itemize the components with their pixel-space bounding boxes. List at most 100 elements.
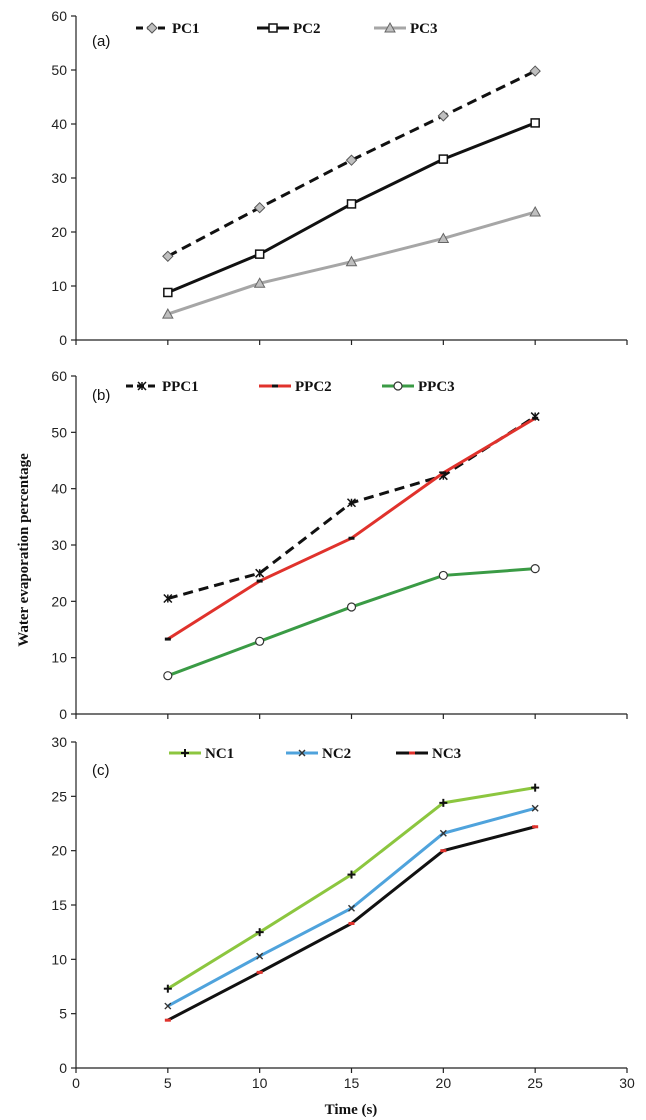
data-point: [529, 65, 541, 77]
legend-marker: [272, 384, 278, 388]
y-tick-label: 0: [59, 332, 67, 348]
y-tick-label: 50: [51, 424, 67, 440]
data-point: [255, 636, 265, 646]
data-point: [437, 110, 450, 122]
data-point: [531, 783, 540, 792]
panel-1: 0 10 20 30 40 50 60 (a) PC1 PC2 PC3: [51, 8, 628, 348]
y-tick-label: 0: [59, 1060, 67, 1076]
data-point: [532, 825, 539, 829]
data-point: [346, 199, 357, 209]
series-PPC2: [164, 416, 539, 641]
data-point: [438, 154, 449, 164]
data-point: [161, 308, 174, 319]
x-axis-title: Time (s): [325, 1102, 378, 1118]
y-tick-label: 10: [51, 650, 67, 666]
legend-label: NC2: [322, 746, 351, 762]
y-tick-label: 0: [59, 706, 67, 722]
legend-marker: [268, 23, 278, 33]
series-NC1: [163, 783, 540, 993]
y-tick-label: 20: [51, 224, 67, 240]
legend-entry: PPC1: [126, 379, 199, 395]
series-PPC1: [163, 412, 540, 604]
data-point: [346, 498, 357, 508]
y-tick-label: 20: [51, 843, 67, 859]
legend-entry: PC2: [257, 21, 321, 37]
y-tick-label: 25: [51, 788, 67, 804]
y-tick-label: 30: [51, 734, 67, 750]
legend-label: PC3: [410, 21, 438, 37]
data-point: [531, 804, 539, 812]
data-point: [256, 970, 263, 974]
legend-marker: [181, 749, 189, 757]
data-point: [253, 201, 266, 214]
panel-label: (c): [92, 762, 110, 779]
legend-marker: [384, 21, 396, 33]
data-point: [164, 637, 171, 641]
legend-entry: PPC2: [259, 379, 332, 395]
series-line: [167, 786, 536, 990]
x-tick-label: 30: [619, 1075, 635, 1091]
x-tick-label: 25: [527, 1075, 543, 1091]
legend-marker: [137, 381, 147, 391]
data-point: [163, 287, 173, 298]
x-tick-label: 15: [344, 1075, 360, 1091]
panel-label: (a): [92, 33, 110, 50]
legend-label: PPC2: [295, 379, 332, 395]
data-point: [530, 564, 540, 574]
data-point: [529, 205, 542, 217]
data-point: [163, 984, 172, 993]
y-tick-label: 10: [51, 951, 67, 967]
y-tick-label: 15: [51, 897, 67, 913]
legend-entry: PC3: [374, 21, 438, 37]
series-PC3: [161, 205, 542, 319]
data-point: [348, 536, 355, 540]
x-tick-label: 0: [72, 1075, 80, 1091]
y-tick-label: 5: [59, 1006, 67, 1022]
data-point: [532, 416, 539, 420]
data-point: [438, 570, 448, 581]
data-point: [439, 829, 447, 837]
x-tick-label: 10: [252, 1075, 268, 1091]
data-point: [164, 1018, 171, 1022]
legend-entry: NC1: [169, 746, 234, 762]
x-tick-label: 5: [164, 1075, 172, 1091]
y-tick-label: 30: [51, 537, 67, 553]
legend-marker: [393, 381, 403, 391]
data-point: [253, 277, 266, 288]
legend-entry: NC2: [286, 746, 351, 762]
legend-entry: NC3: [396, 746, 461, 762]
legend-entry: PPC3: [382, 379, 455, 395]
data-point: [345, 255, 358, 267]
legend-label: PPC3: [418, 379, 455, 395]
data-point: [348, 904, 355, 912]
y-tick-label: 60: [51, 368, 67, 384]
legend-marker: [298, 749, 306, 757]
data-point: [348, 921, 355, 925]
data-point: [256, 579, 263, 583]
panel-label: (b): [92, 387, 110, 404]
data-point: [255, 928, 264, 937]
y-axis-title: Water evaporation percentage: [16, 453, 32, 647]
panel-3: 0 5 10 15 20 25 30 0 5 10 15 20 25 30 (c) NC1 NC2 NC3: [51, 734, 635, 1091]
series-PPC3: [163, 564, 540, 681]
data-point: [163, 671, 173, 681]
data-point: [347, 870, 356, 879]
legend-label: PC1: [172, 21, 200, 37]
legend-label: NC3: [432, 746, 461, 762]
series-PC1: [162, 65, 541, 263]
y-tick-label: 20: [51, 593, 67, 609]
legend-label: PC2: [293, 21, 321, 37]
y-tick-label: 40: [51, 481, 67, 497]
y-tick-label: 30: [51, 170, 67, 186]
data-point: [440, 849, 447, 853]
data-point: [440, 471, 447, 475]
y-tick-label: 60: [51, 8, 67, 24]
data-point: [254, 249, 265, 259]
panel-2: 0 10 20 30 40 50 60 (b) PPC1 PPC2 PPC3: [51, 368, 628, 722]
data-point: [162, 250, 174, 263]
legend-marker: [146, 22, 158, 34]
data-point: [163, 593, 173, 604]
legend-entry: PC1: [136, 21, 200, 37]
series-line: [167, 69, 536, 258]
